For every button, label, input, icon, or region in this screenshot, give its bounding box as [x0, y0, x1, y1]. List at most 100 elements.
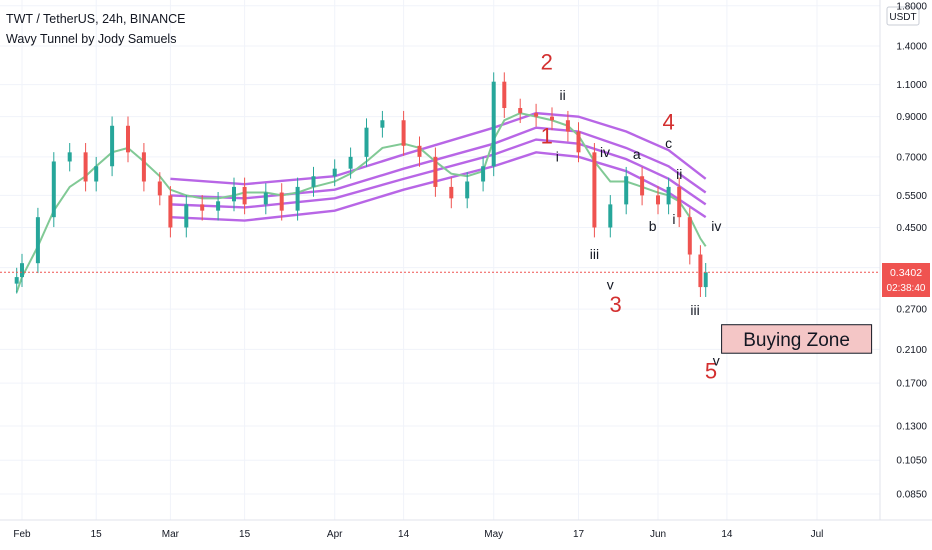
time-tick-label: Mar	[162, 529, 180, 540]
time-tick-label: Jun	[650, 529, 666, 540]
candle-body	[640, 176, 645, 196]
candle-body	[687, 217, 692, 255]
buying-zone: Buying Zone	[721, 324, 873, 354]
time-tick-label: Apr	[327, 529, 343, 540]
candle-body	[401, 120, 406, 146]
wave-label-minor: c	[665, 135, 672, 151]
candle-body	[534, 113, 539, 117]
candle-body	[491, 81, 496, 167]
candle-body	[51, 161, 56, 218]
price-tick-label: 1.8000	[896, 1, 927, 12]
currency-badge-label: USDT	[889, 12, 916, 23]
wave-label-minor: iv	[711, 218, 721, 234]
candle-body	[465, 181, 470, 199]
wave-label-minor: i	[556, 148, 559, 164]
candle-body	[232, 186, 236, 202]
last-price-badge	[882, 263, 930, 297]
wave-label-minor: iv	[600, 144, 610, 160]
time-tick-label: 14	[721, 529, 733, 540]
candlesticks	[14, 72, 708, 297]
candle-body	[83, 152, 88, 182]
price-tick-label: 0.1050	[896, 456, 927, 467]
wave-label-major: 3	[609, 292, 621, 317]
candle-body	[518, 108, 523, 114]
price-tick-label: 0.2700	[896, 305, 927, 316]
time-tick-label: Feb	[13, 529, 31, 540]
candle-body	[20, 263, 24, 278]
time-tick-label: 17	[573, 529, 585, 540]
price-tick-label: 0.1700	[896, 379, 927, 390]
buying-zone-label: Buying Zone	[743, 330, 850, 351]
price-tick-label: 0.5500	[896, 191, 927, 202]
candle-body	[94, 166, 99, 182]
currency-badge[interactable]	[886, 6, 920, 26]
candle-body	[624, 176, 629, 205]
candle-body	[126, 125, 130, 153]
wave-label-minor: ii	[559, 87, 565, 103]
wave-label-minor: v	[713, 352, 720, 368]
candle-body	[168, 195, 173, 228]
candle-body	[200, 204, 205, 211]
price-tick-label: 0.2100	[896, 345, 927, 356]
candle-body	[14, 277, 19, 284]
candle-body	[449, 186, 454, 199]
chart-header: TWT / TetherUS, 24h, BINANCE Wavy Tunnel…	[6, 8, 185, 50]
candle-body	[380, 120, 385, 128]
wave-label-minor: b	[649, 218, 657, 234]
candle-body	[141, 152, 146, 182]
time-axis[interactable]: Feb 15 Mar 15 Apr 14 May 17 Jun 14 Jul	[0, 519, 932, 540]
candle-body	[110, 125, 115, 167]
candle-body	[677, 186, 682, 218]
ma-line	[15, 112, 707, 293]
candle-body	[698, 254, 703, 288]
time-tick-label: Jul	[811, 529, 824, 540]
candle-body	[279, 192, 284, 211]
candle-body	[242, 186, 247, 205]
candle-body	[576, 131, 581, 153]
wave-label-major: 1	[541, 124, 553, 149]
candle-body	[417, 145, 422, 157]
price-tick-label: 1.4000	[896, 42, 927, 53]
buying-zone-box	[721, 324, 873, 354]
candle-body	[433, 156, 438, 187]
wave-label-major: 5	[705, 359, 717, 384]
candle-body	[592, 152, 597, 228]
wave-label-minor: v	[607, 277, 614, 293]
tunnel-line	[170, 151, 707, 222]
candle-body	[481, 166, 486, 182]
candle-body	[703, 272, 708, 288]
price-axis[interactable]: USDT 1.8000 1.4000 1.1000 0.9000 0.7000 0.550…	[879, 0, 932, 520]
price-tick-label: 0.0850	[896, 490, 927, 501]
wave-label-major: 4	[662, 110, 674, 135]
time-tick-label: May	[484, 529, 503, 540]
symbol-title[interactable]: TWT / TetherUS, 24h, BINANCE	[6, 12, 186, 26]
candle-body	[332, 168, 337, 177]
price-tick-label: 0.1300	[896, 422, 927, 433]
wave-label-minor: ii	[676, 166, 682, 182]
wave-label-minor: i	[672, 211, 675, 227]
bar-countdown: 02:38:40	[887, 283, 926, 294]
candle-body	[565, 120, 570, 132]
indicator-title[interactable]: Wavy Tunnel by Jody Samuels	[6, 32, 177, 46]
candle-body	[311, 176, 316, 187]
wave-label-minor: iii	[590, 246, 599, 262]
candle-body	[157, 181, 162, 196]
chart-grid	[0, 0, 880, 520]
time-tick-label: 15	[91, 529, 103, 540]
candle-body	[656, 195, 660, 205]
candle-body	[348, 156, 353, 169]
wavy-tunnel	[170, 111, 707, 222]
candle-body	[364, 127, 369, 157]
candle-body	[666, 186, 671, 205]
candle-body	[502, 81, 507, 109]
wave-label-minor: a	[633, 146, 641, 162]
last-price-value: 0.3402	[890, 267, 922, 279]
wave-label-minor: iii	[690, 302, 699, 318]
price-tick-label: 1.1000	[896, 80, 927, 91]
candle-body	[608, 204, 613, 228]
candle-body	[184, 204, 189, 228]
candle-body	[295, 186, 300, 211]
moving-average	[15, 112, 707, 293]
